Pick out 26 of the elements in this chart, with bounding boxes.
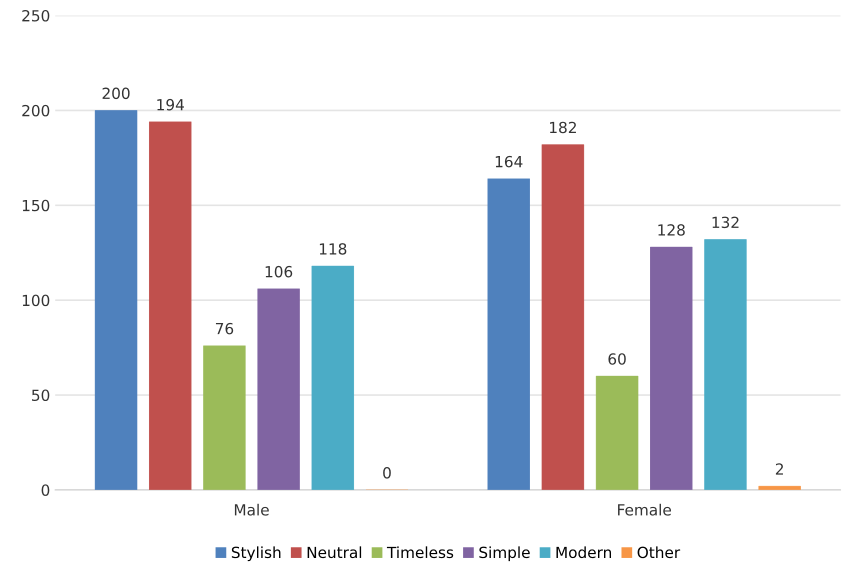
- y-tick-label: 250: [22, 10, 50, 22]
- legend-label: Timeless: [386, 546, 454, 558]
- y-tick-label: 50: [32, 389, 50, 402]
- data-label: 76: [216, 322, 234, 334]
- data-label: 194: [157, 98, 184, 110]
- data-label: 0: [383, 467, 391, 479]
- y-tick-label: 150: [22, 200, 50, 212]
- legend-label: Other: [638, 546, 680, 558]
- data-label: 106: [266, 266, 292, 278]
- data-label: 118: [320, 243, 346, 255]
- data-label: 200: [102, 88, 130, 100]
- data-label: 132: [712, 216, 739, 228]
- data-label: 182: [550, 122, 576, 134]
- legend-label: Simple: [479, 546, 530, 562]
- x-tick-label: Male: [234, 504, 269, 516]
- data-label: 164: [496, 156, 522, 168]
- data-label: 128: [658, 224, 685, 236]
- data-label: 60: [608, 353, 626, 365]
- y-tick-label: 0: [42, 484, 50, 496]
- data-label: 2: [776, 463, 783, 475]
- y-tick-label: 100: [22, 294, 50, 306]
- legend-label: Modern: [556, 546, 612, 558]
- y-tick-label: 200: [22, 104, 50, 116]
- x-tick-label: Female: [618, 504, 671, 516]
- legend-label: Stylish: [232, 546, 280, 562]
- legend-label: Neutral: [308, 546, 362, 558]
